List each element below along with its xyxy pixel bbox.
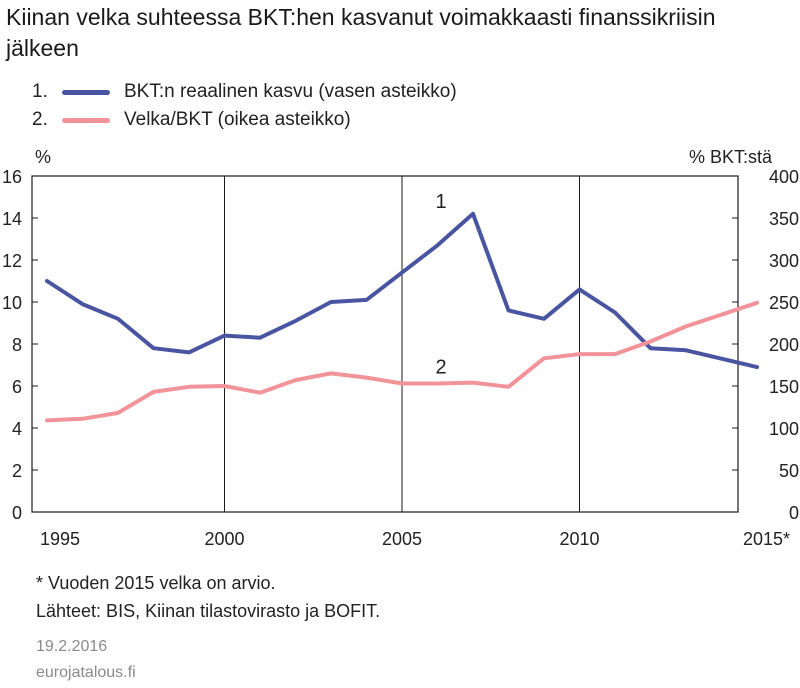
legend-swatch-debt <box>62 117 110 123</box>
right-tick-label: 100 <box>769 419 799 439</box>
legend-label: BKT:n reaalinen kasvu (vasen asteikko) <box>124 81 457 102</box>
right-tick-label: 50 <box>779 461 799 481</box>
debt-to-gdp-line <box>45 300 759 423</box>
right-tick-label: 300 <box>769 251 799 271</box>
left-tick-label: 12 <box>2 251 22 271</box>
legend-number: 2. <box>32 109 48 130</box>
legend-swatch-gdp <box>62 89 110 95</box>
right-axis-unit: % BKT:stä <box>689 147 773 167</box>
left-tick-label: 8 <box>12 335 22 355</box>
legend: 1. BKT:n reaalinen kasvu (vasen asteikko… <box>32 78 457 134</box>
left-tick-label: 14 <box>2 209 22 229</box>
legend-item-2: 2. Velka/BKT (oikea asteikko) <box>32 106 457 134</box>
left-tick-label: 10 <box>2 293 22 313</box>
right-tick-label: 200 <box>769 335 799 355</box>
x-tick-label: 2010 <box>559 529 599 549</box>
series-label-2: 2 <box>435 356 446 378</box>
plot-frame <box>31 175 739 513</box>
left-axis-unit: % <box>35 147 51 167</box>
right-tick-label: 150 <box>769 377 799 397</box>
right-tick-label: 400 <box>769 167 799 187</box>
x-tick-label: 1995 <box>40 529 80 549</box>
x-tick-label: 2015* <box>743 529 790 549</box>
site-name: eurojatalous.fi <box>36 664 136 681</box>
sources: Lähteet: BIS, Kiinan tilastovirasto ja B… <box>36 601 381 621</box>
x-tick-label: 2000 <box>204 529 244 549</box>
left-tick-label: 2 <box>12 461 22 481</box>
gdp-growth-line <box>45 211 759 370</box>
legend-label: Velka/BKT (oikea asteikko) <box>124 109 351 130</box>
chart-title: Kiinan velka suhteessa BKT:hen kasvanut … <box>6 4 716 61</box>
left-tick-label: 6 <box>12 377 22 397</box>
right-tick-label: 0 <box>789 503 799 523</box>
legend-item-1: 1. BKT:n reaalinen kasvu (vasen asteikko… <box>32 78 457 106</box>
left-tick-label: 0 <box>12 503 22 523</box>
left-tick-label: 4 <box>12 419 22 439</box>
series-label-1: 1 <box>435 191 446 213</box>
publish-date: 19.2.2016 <box>36 638 108 655</box>
right-tick-label: 350 <box>769 209 799 229</box>
footnote: * Vuoden 2015 velka on arvio. <box>36 573 276 593</box>
legend-number: 1. <box>32 81 48 102</box>
right-tick-label: 250 <box>769 293 799 313</box>
left-tick-label: 16 <box>2 167 22 187</box>
x-tick-label: 2005 <box>382 529 422 549</box>
